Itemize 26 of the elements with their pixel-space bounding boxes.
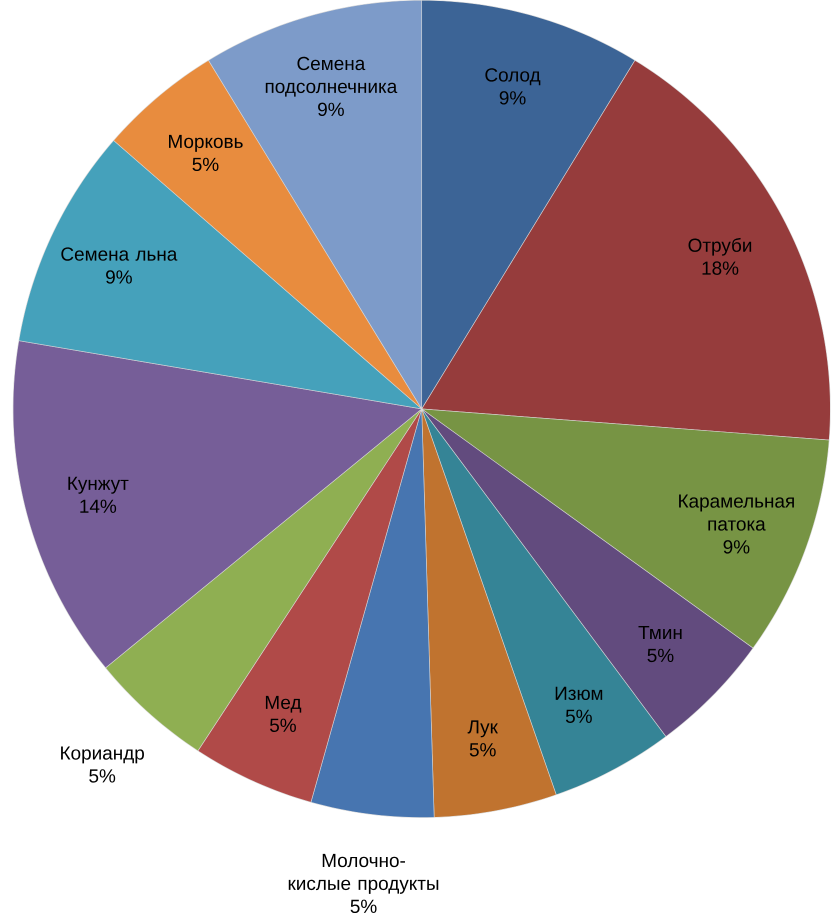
slice-label: Кориандр (61, 746, 144, 764)
data-label: 18% (702, 261, 738, 275)
data-label: 5% (566, 710, 592, 723)
slice-label: Кунжут (68, 476, 129, 494)
slice-label: Мед (266, 696, 302, 713)
slice-label: Отруби (688, 238, 752, 256)
slice-label: Лук (468, 720, 498, 738)
data-label: 9% (724, 540, 750, 554)
slice-label: Солод (486, 68, 541, 86)
slice-label: Карамельная патока (679, 494, 794, 531)
data-label: 9% (106, 270, 132, 284)
slice-label: Семена льна (62, 247, 178, 261)
data-label: 5% (89, 769, 116, 783)
data-label: 9% (500, 91, 526, 105)
slice-label: Изюм (556, 686, 602, 700)
data-label: 5% (350, 900, 377, 913)
slice-label: Молочно-кислые продукты (288, 854, 438, 894)
data-label: 5% (648, 648, 674, 662)
data-label: 5% (470, 743, 496, 756)
slice-label: Семена подсолнечника (266, 56, 398, 97)
data-label: 14% (80, 500, 116, 513)
slice-label: Морковь (169, 134, 243, 152)
data-label: 5% (192, 158, 219, 172)
data-label: 9% (318, 102, 344, 116)
data-label: 5% (270, 718, 296, 732)
slice-label: Тмин (638, 626, 682, 640)
